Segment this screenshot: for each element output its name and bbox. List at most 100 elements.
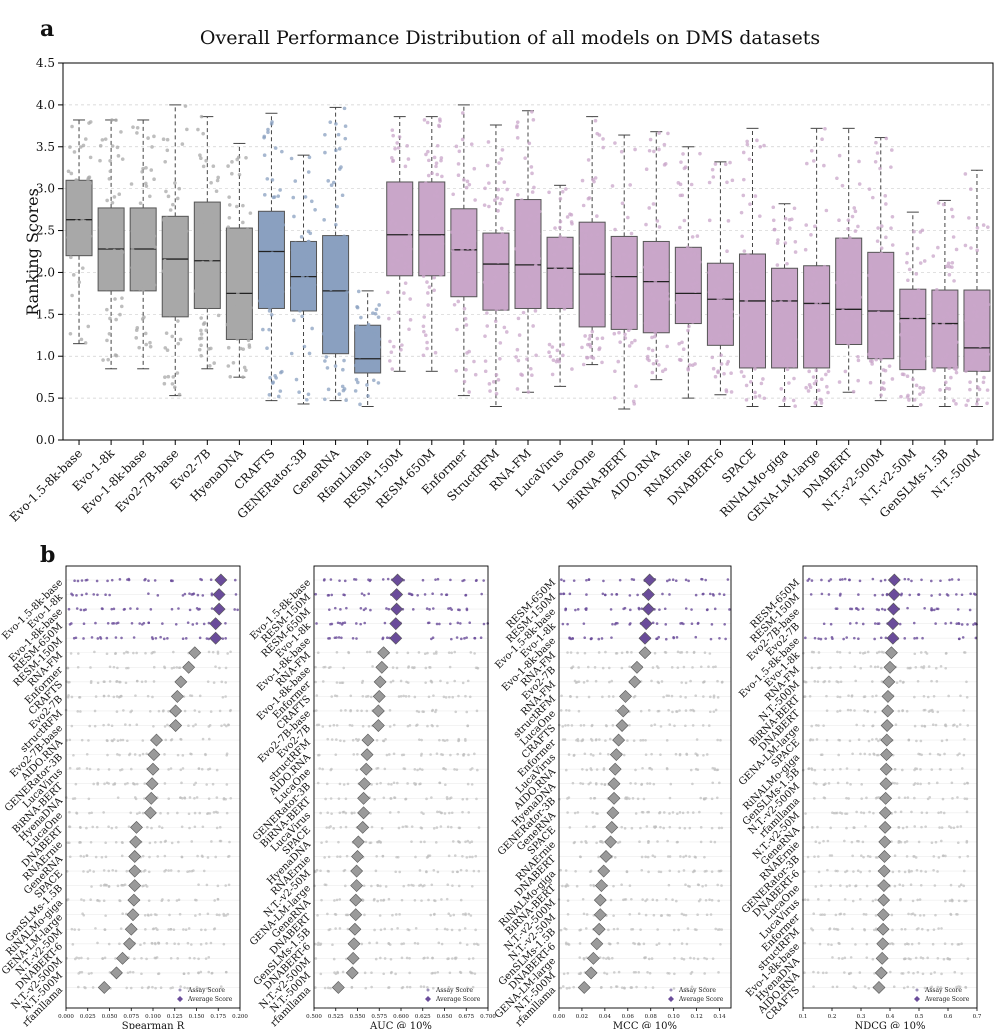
jitter-point bbox=[918, 392, 922, 396]
jitter-point bbox=[168, 208, 173, 212]
jitter-point bbox=[903, 328, 908, 333]
assay-score-point bbox=[679, 855, 682, 858]
assay-score-point bbox=[470, 783, 474, 786]
jitter-point bbox=[245, 227, 250, 232]
assay-score-point bbox=[379, 928, 383, 932]
assay-score-point bbox=[154, 636, 158, 640]
jitter-point bbox=[502, 298, 506, 303]
assay-score-point bbox=[205, 942, 208, 945]
jitter-point bbox=[343, 277, 348, 282]
jitter-point bbox=[342, 106, 347, 111]
legend-assay-marker bbox=[426, 988, 430, 992]
jitter-point bbox=[531, 118, 536, 122]
assay-score-point bbox=[642, 797, 646, 801]
assay-score-point bbox=[838, 695, 842, 699]
jitter-point bbox=[665, 291, 670, 296]
assay-score-point bbox=[559, 709, 563, 712]
jitter-point bbox=[290, 269, 295, 274]
jitter-point bbox=[148, 340, 152, 345]
assay-score-point bbox=[874, 796, 878, 800]
assay-score-point bbox=[957, 578, 960, 581]
average-score-diamond bbox=[360, 748, 374, 762]
jitter-point bbox=[199, 353, 203, 358]
jitter-point bbox=[781, 302, 786, 307]
jitter-point bbox=[666, 297, 670, 301]
jitter-point bbox=[947, 387, 952, 391]
jitter-point bbox=[814, 400, 818, 404]
jitter-point bbox=[456, 162, 461, 166]
assay-score-point bbox=[204, 928, 207, 932]
jitter-point bbox=[757, 329, 762, 334]
jitter-point bbox=[650, 370, 655, 375]
jitter-point bbox=[686, 313, 691, 318]
legend-assay-label: Assay Score bbox=[435, 987, 473, 994]
assay-score-point bbox=[130, 709, 134, 713]
assay-score-point bbox=[601, 695, 604, 699]
assay-score-point bbox=[935, 680, 939, 683]
assay-score-point bbox=[656, 928, 659, 931]
jitter-point bbox=[591, 250, 595, 255]
jitter-point bbox=[809, 232, 813, 237]
assay-score-point bbox=[396, 927, 399, 930]
assay-score-point bbox=[859, 870, 862, 874]
jitter-point bbox=[502, 180, 507, 185]
jitter-point bbox=[853, 229, 858, 233]
assay-score-point bbox=[624, 796, 628, 799]
jitter-point bbox=[685, 245, 690, 250]
assay-score-point bbox=[813, 855, 816, 858]
jitter-point bbox=[982, 375, 986, 380]
assay-score-point bbox=[579, 781, 582, 785]
box bbox=[738, 253, 766, 369]
assay-score-point bbox=[678, 811, 682, 814]
assay-score-point bbox=[853, 826, 856, 829]
jitter-point bbox=[120, 296, 124, 300]
x-tick-label: 0.500 bbox=[306, 1014, 322, 1020]
assay-score-point bbox=[431, 956, 434, 960]
assay-score-point bbox=[188, 608, 192, 612]
jitter-point bbox=[525, 357, 529, 361]
jitter-point bbox=[868, 380, 873, 385]
jitter-point bbox=[163, 375, 167, 379]
jitter-point bbox=[579, 243, 583, 248]
assay-score-point bbox=[129, 607, 132, 610]
jitter-point bbox=[968, 380, 972, 384]
jitter-point bbox=[724, 274, 728, 278]
assay-score-point bbox=[70, 695, 74, 699]
assay-score-point bbox=[583, 636, 586, 640]
assay-score-point bbox=[602, 956, 605, 960]
jitter-point bbox=[472, 166, 477, 171]
jitter-point bbox=[266, 227, 270, 231]
assay-score-point bbox=[859, 897, 862, 901]
assay-score-point bbox=[361, 724, 365, 728]
assay-score-point bbox=[940, 927, 943, 930]
jitter-point bbox=[234, 249, 239, 254]
jitter-point bbox=[391, 158, 396, 163]
jitter-point bbox=[227, 249, 231, 253]
jitter-point bbox=[266, 127, 270, 132]
jitter-point bbox=[748, 282, 753, 286]
assay-score-point bbox=[688, 855, 691, 858]
assay-score-point bbox=[223, 723, 226, 727]
jitter-point bbox=[857, 159, 861, 164]
jitter-point bbox=[280, 285, 284, 289]
jitter-point bbox=[306, 392, 311, 397]
assay-score-point bbox=[405, 825, 409, 828]
assay-score-point bbox=[314, 986, 317, 989]
jitter-point bbox=[742, 333, 746, 338]
jitter-point bbox=[422, 315, 427, 319]
assay-score-point bbox=[392, 781, 396, 785]
jitter-point bbox=[920, 228, 925, 233]
jitter-point bbox=[74, 178, 78, 182]
jitter-point bbox=[810, 282, 814, 287]
jitter-point bbox=[306, 239, 311, 244]
jitter-point bbox=[196, 229, 201, 233]
assay-score-point bbox=[815, 738, 819, 741]
average-score-diamond bbox=[876, 922, 890, 936]
jitter-point bbox=[247, 343, 252, 347]
jitter-point bbox=[931, 254, 936, 258]
assay-score-point bbox=[432, 694, 435, 697]
assay-score-point bbox=[965, 781, 969, 785]
assay-score-point bbox=[943, 752, 946, 756]
jitter-point bbox=[688, 363, 692, 367]
assay-score-point bbox=[960, 623, 964, 626]
